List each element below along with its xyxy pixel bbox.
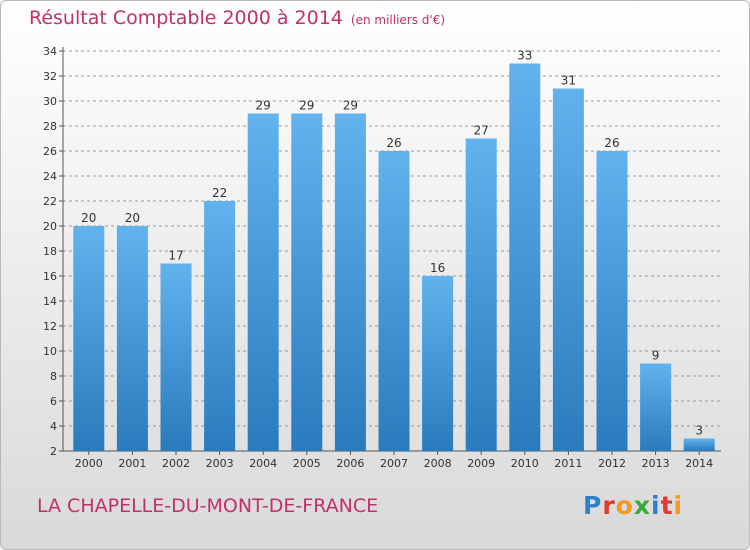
y-tick-label: 12 xyxy=(43,320,57,333)
chart-title: Résultat Comptable 2000 à 2014 xyxy=(29,7,343,29)
chart-unit-note: (en milliers d'€) xyxy=(350,13,446,27)
y-tick-label: 32 xyxy=(43,70,57,83)
logo-letter: x xyxy=(633,491,651,520)
x-tick-label: 2011 xyxy=(554,457,582,470)
x-tick-label: 2003 xyxy=(206,457,234,470)
y-tick-label: 28 xyxy=(43,120,57,133)
bar-value-label: 29 xyxy=(256,99,271,113)
logo-letter: P xyxy=(583,491,603,520)
y-tick-label: 4 xyxy=(50,420,57,433)
y-tick-label: 2 xyxy=(50,445,57,458)
x-tick-label: 2001 xyxy=(118,457,146,470)
bar-value-label: 3 xyxy=(695,424,703,438)
bar xyxy=(160,263,192,451)
y-tick-label: 10 xyxy=(43,345,57,358)
bar-value-label: 17 xyxy=(168,249,183,263)
x-tick-label: 2000 xyxy=(75,457,103,470)
x-tick-label: 2005 xyxy=(293,457,321,470)
bar xyxy=(422,276,454,451)
x-tick-label: 2010 xyxy=(511,457,539,470)
y-tick-label: 14 xyxy=(43,295,57,308)
bar xyxy=(378,151,410,451)
logo-letter: r xyxy=(602,491,616,520)
commune-name: LA CHAPELLE-DU-MONT-DE-FRANCE xyxy=(37,495,379,517)
y-tick-label: 30 xyxy=(43,95,57,108)
y-tick-label: 6 xyxy=(50,395,57,408)
x-tick-label: 2013 xyxy=(642,457,670,470)
bar xyxy=(683,438,715,451)
y-tick-label: 26 xyxy=(43,145,57,158)
logo-letter: i xyxy=(651,491,661,520)
bar-value-label: 26 xyxy=(604,136,619,150)
bar xyxy=(116,226,148,451)
y-tick-label: 22 xyxy=(43,195,57,208)
bar xyxy=(596,151,628,451)
y-tick-label: 8 xyxy=(50,370,57,383)
bar-value-label: 26 xyxy=(386,136,401,150)
bar xyxy=(334,113,366,451)
bar-value-label: 9 xyxy=(652,349,660,363)
bar xyxy=(204,201,236,451)
y-tick-label: 34 xyxy=(43,45,57,58)
bar-value-label: 33 xyxy=(517,49,532,63)
bar xyxy=(73,226,105,451)
bar xyxy=(640,363,672,451)
bar xyxy=(552,88,584,451)
x-tick-label: 2007 xyxy=(380,457,408,470)
bar xyxy=(509,63,541,451)
x-tick-label: 2012 xyxy=(598,457,626,470)
logo-letter: i xyxy=(673,491,684,520)
bar xyxy=(291,113,323,451)
bar-value-label: 31 xyxy=(561,74,576,88)
x-tick-label: 2002 xyxy=(162,457,190,470)
logo-letter: t xyxy=(660,491,674,520)
y-tick-label: 24 xyxy=(43,170,57,183)
bar-value-label: 29 xyxy=(343,99,358,113)
x-tick-label: 2014 xyxy=(685,457,713,470)
bar-value-label: 29 xyxy=(299,99,314,113)
bar-value-label: 16 xyxy=(430,261,445,275)
chart-title-block: Résultat Comptable 2000 à 2014 (en millie… xyxy=(29,7,445,29)
proxiti-logo: Proxiti xyxy=(583,491,683,520)
y-tick-label: 18 xyxy=(43,245,57,258)
x-tick-label: 2009 xyxy=(467,457,495,470)
bar-value-label: 20 xyxy=(81,211,96,225)
x-tick-label: 2006 xyxy=(336,457,364,470)
logo-letter: o xyxy=(615,491,634,520)
bar xyxy=(465,138,497,451)
bar-value-label: 20 xyxy=(125,211,140,225)
bar-value-label: 27 xyxy=(474,124,489,138)
x-tick-label: 2008 xyxy=(424,457,452,470)
y-tick-label: 20 xyxy=(43,220,57,233)
bar-value-label: 22 xyxy=(212,186,227,200)
bar xyxy=(247,113,279,451)
y-tick-label: 16 xyxy=(43,270,57,283)
x-tick-label: 2004 xyxy=(249,457,277,470)
